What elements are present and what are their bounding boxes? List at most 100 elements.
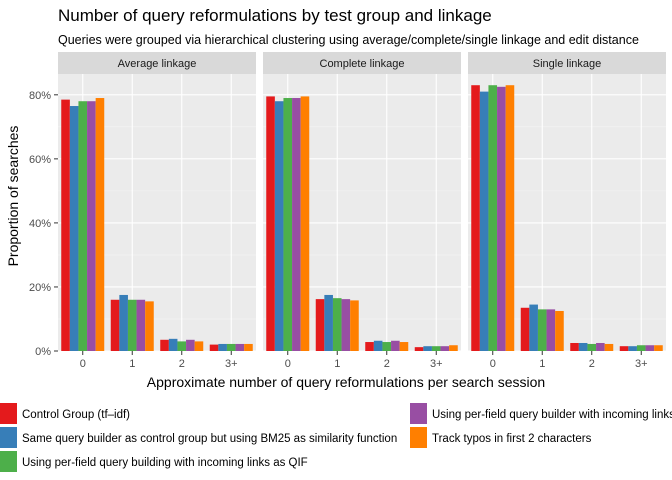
x-axis-title: Approximate number of query reformulatio… <box>147 374 545 390</box>
bar <box>604 343 614 351</box>
bar <box>119 294 128 351</box>
y-tick-label: 40% <box>29 218 51 230</box>
legend-label: Same query builder as control group but … <box>22 433 397 445</box>
bar <box>570 342 579 351</box>
bar <box>497 86 506 351</box>
facet-panel: Average linkage 0 1 2 3+ <box>58 52 256 370</box>
chart-title: Number of query reformulations by test g… <box>58 6 492 25</box>
bar <box>628 346 637 351</box>
bar <box>423 346 432 351</box>
bar <box>529 304 538 351</box>
x-tick-label: 0 <box>285 358 291 370</box>
bar <box>110 299 120 351</box>
legend-swatch <box>0 427 17 448</box>
bar <box>324 294 333 351</box>
y-tick-label: 0% <box>35 346 51 358</box>
y-tick-label: 60% <box>29 154 51 166</box>
bar <box>283 98 293 352</box>
bar <box>654 345 663 351</box>
x-tick-label: 2 <box>384 358 390 370</box>
bar <box>596 342 605 351</box>
legend-swatch <box>410 427 427 448</box>
bar <box>440 346 450 351</box>
x-tick-label: 3+ <box>430 358 443 370</box>
bar <box>177 341 187 351</box>
bar <box>505 85 515 351</box>
bar <box>87 101 96 351</box>
legend-swatch <box>0 403 17 424</box>
x-tick-label: 0 <box>80 358 86 370</box>
facet-label: Single linkage <box>533 58 602 70</box>
bar <box>546 309 556 351</box>
bar <box>300 96 310 351</box>
bar <box>636 345 646 351</box>
legend-label: Using per-field query builder with incom… <box>432 409 672 421</box>
bar <box>61 99 70 351</box>
bar <box>488 85 498 351</box>
x-tick-label: 1 <box>539 358 545 370</box>
bar <box>365 342 374 351</box>
bar <box>209 344 219 351</box>
bar <box>266 96 275 351</box>
x-tick-label: 0 <box>490 358 496 370</box>
facet-label: Complete linkage <box>320 58 405 70</box>
bar <box>431 346 441 351</box>
x-tick-label: 3+ <box>635 358 648 370</box>
x-tick-label: 2 <box>179 358 185 370</box>
legend-label: Control Group (tf–idf) <box>22 409 130 421</box>
bar <box>578 342 588 351</box>
bar <box>555 310 564 351</box>
y-axis: 0% 20% 40% 60% 80% <box>29 90 58 358</box>
x-tick-label: 2 <box>589 358 595 370</box>
bar <box>315 299 325 351</box>
bar <box>292 98 301 352</box>
bar <box>127 299 137 351</box>
bar <box>373 340 383 351</box>
x-tick-label: 1 <box>129 358 135 370</box>
bar <box>414 347 424 351</box>
chart-subtitle: Queries were grouped via hierarchical cl… <box>58 33 639 47</box>
facet-strip <box>263 52 461 74</box>
bar <box>244 343 253 351</box>
facet-panel: Single linkage 0 1 2 3+ <box>468 52 666 370</box>
bar <box>382 342 392 351</box>
legend-swatch <box>0 451 17 472</box>
legend-label: Track typos in first 2 characters <box>432 433 592 445</box>
bar <box>537 309 547 351</box>
x-tick-label: 3+ <box>225 358 238 370</box>
bar <box>186 339 195 351</box>
bar <box>69 106 79 351</box>
legend-label: Using per-field query building with inco… <box>22 457 308 469</box>
bar <box>645 345 655 351</box>
y-tick-label: 80% <box>29 90 51 102</box>
bar <box>78 101 88 351</box>
bar <box>136 299 146 351</box>
bar <box>168 338 178 351</box>
bar <box>587 343 597 351</box>
bar <box>520 307 530 351</box>
legend: Control Group (tf–idf) Same query builder… <box>0 403 672 472</box>
facet-strip <box>468 52 666 74</box>
facet-strip <box>58 52 256 74</box>
bar <box>160 339 169 351</box>
bar <box>226 343 236 351</box>
bar <box>471 85 480 351</box>
facet-panels: Average linkage 0 1 2 3+ Complete linkage 0 1 2 3… <box>58 52 666 370</box>
bar <box>449 345 458 351</box>
bar <box>332 298 342 351</box>
bar <box>341 299 351 351</box>
y-axis-title: Proportion of searches <box>5 126 21 267</box>
bar <box>274 101 284 351</box>
bar <box>218 343 227 351</box>
x-tick-label: 1 <box>334 358 340 370</box>
facet-panel: Complete linkage 0 1 2 3+ <box>263 52 461 370</box>
bar <box>194 341 204 351</box>
y-tick-label: 20% <box>29 282 51 294</box>
facet-label: Average linkage <box>118 58 197 70</box>
legend-swatch <box>410 403 427 424</box>
bar <box>619 346 629 351</box>
bar <box>145 301 154 351</box>
bar <box>235 343 245 351</box>
bar <box>399 342 409 351</box>
